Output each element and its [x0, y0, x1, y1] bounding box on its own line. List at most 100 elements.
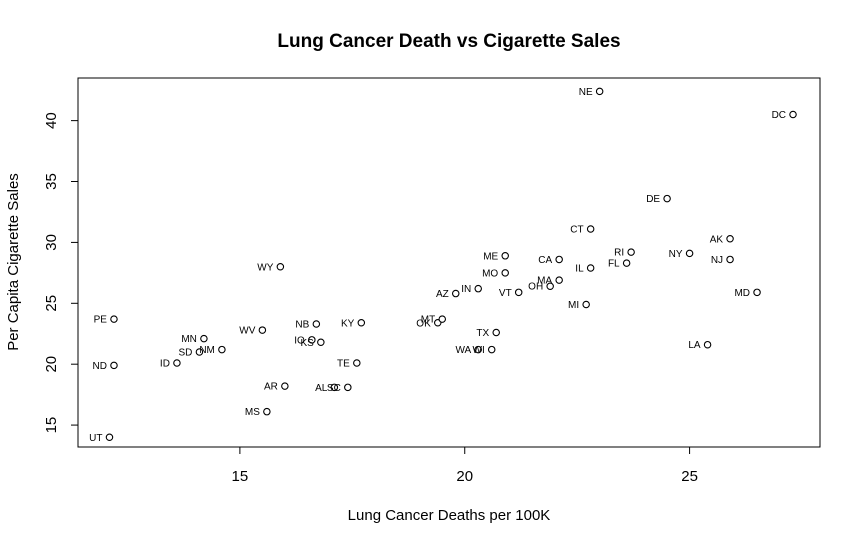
point-label: OK: [416, 318, 431, 329]
point-label: FL: [608, 259, 620, 270]
point-label: WY: [257, 262, 273, 273]
data-point: [753, 288, 761, 297]
point-label: AK: [710, 234, 724, 245]
point-label: NM: [199, 345, 215, 356]
data-point: [582, 300, 590, 309]
data-point: [474, 345, 482, 354]
data-point: [595, 87, 604, 96]
chart-title: Lung Cancer Death vs Cigarette Sales: [277, 31, 620, 52]
data-point: [451, 289, 460, 298]
point-label: SD: [179, 348, 193, 359]
point-label: MN: [181, 334, 197, 345]
data-point: [501, 269, 509, 277]
data-point: [546, 282, 554, 290]
point-label: ND: [93, 361, 107, 372]
y-tick-label: 30: [43, 234, 60, 251]
data-point: [276, 263, 285, 271]
data-point: [555, 276, 563, 284]
data-point: [555, 255, 563, 264]
data-point: [789, 110, 797, 119]
point-label: MI: [568, 300, 579, 311]
point-label: ID: [160, 358, 170, 369]
point-label: MT: [421, 315, 435, 326]
data-point: [200, 334, 208, 343]
data-point: [308, 336, 316, 344]
point-label: SC: [327, 383, 341, 394]
data-point: [105, 433, 114, 442]
plot-frame: [77, 77, 821, 448]
data-point: [357, 319, 366, 327]
data-point: [703, 340, 712, 349]
data-point: [110, 361, 118, 370]
data-point: [218, 345, 226, 354]
point-label: AL: [315, 383, 328, 394]
data-point: [663, 194, 671, 203]
point-label: UT: [89, 433, 102, 444]
point-label: MS: [245, 407, 260, 418]
point-label: MA: [537, 276, 552, 287]
x-tick-label: 15: [232, 468, 249, 485]
data-point: [586, 225, 595, 233]
point-label: WI: [473, 345, 485, 356]
y-tick-label: 15: [43, 417, 60, 434]
y-axis: 15 20 25 30 35 40: [43, 112, 78, 433]
point-label: KS: [300, 338, 314, 349]
y-tick-label: 20: [43, 356, 60, 373]
x-axis-label: Lung Cancer Deaths per 100K: [348, 507, 551, 524]
point-label: NB: [295, 320, 309, 331]
point-label: AZ: [436, 289, 449, 300]
point-label: VT: [499, 288, 512, 299]
point-label: LA: [688, 340, 701, 351]
point-label: ME: [483, 251, 498, 262]
data-point: [110, 315, 118, 323]
point-label: WA: [455, 345, 471, 356]
point-label: DC: [772, 110, 786, 121]
point-label: AR: [264, 382, 278, 393]
data-point: [685, 249, 694, 258]
point-label: DE: [646, 194, 660, 205]
x-tick-label: 25: [681, 468, 698, 485]
data-point: [492, 328, 500, 337]
data-point: [281, 382, 289, 390]
x-tick-label: 20: [456, 468, 473, 485]
data-point: [627, 248, 635, 256]
data-point: [353, 359, 361, 367]
data-point: [258, 326, 267, 334]
point-label: NE: [579, 87, 593, 98]
point-label: TE: [337, 358, 350, 369]
point-label: PE: [94, 315, 108, 326]
data-point: [330, 383, 339, 392]
data-point: [173, 359, 181, 367]
point-label: MO: [482, 268, 498, 279]
point-label: KY: [341, 318, 355, 329]
y-tick-label: 35: [43, 173, 60, 190]
y-axis-label: Per Capita Cigarette Sales: [5, 173, 22, 351]
point-label: OH: [528, 282, 543, 293]
data-point: [317, 338, 325, 347]
data-point: [514, 288, 523, 297]
data-point: [438, 315, 447, 323]
point-label: CT: [570, 225, 583, 236]
point-label: NY: [669, 249, 683, 260]
point-label: IN: [461, 284, 471, 295]
y-tick-label: 25: [43, 295, 60, 312]
y-tick-label: 40: [43, 112, 60, 129]
data-point: [263, 407, 271, 416]
point-label: RI: [614, 248, 624, 259]
data-point: [726, 255, 734, 264]
point-label: CA: [538, 255, 552, 266]
data-point: [344, 383, 352, 392]
data-point: [622, 259, 631, 267]
data-point: [195, 348, 204, 356]
data-point: [474, 284, 482, 293]
point-label: IL: [575, 263, 584, 274]
data-point: [312, 320, 321, 328]
data-point: [501, 252, 509, 260]
data-point: [586, 264, 595, 272]
data-point: [487, 345, 496, 354]
point-label: IO: [294, 335, 305, 346]
x-axis: 15 20 25: [232, 447, 698, 485]
point-label: MD: [734, 288, 750, 299]
